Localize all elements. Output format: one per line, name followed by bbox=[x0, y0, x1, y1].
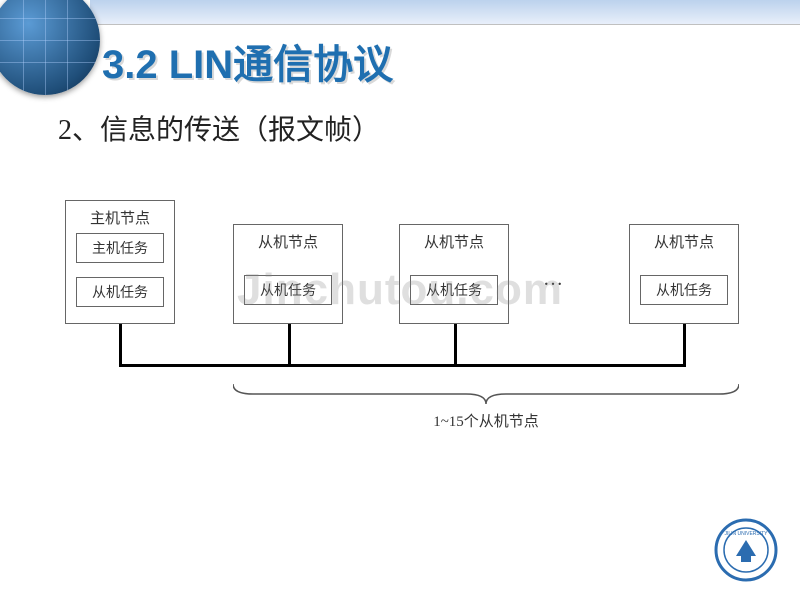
brace-label: 1~15个从机节点 bbox=[233, 410, 739, 431]
slave-task-box: 从机任务 bbox=[244, 275, 332, 305]
slave-node: 从机节点 从机任务 bbox=[399, 224, 509, 324]
slave-node: 从机节点 从机任务 bbox=[629, 224, 739, 324]
master-node: 主机节点 主机任务 从机任务 bbox=[65, 200, 175, 324]
bus-drop bbox=[119, 324, 122, 364]
slave-task-box: 从机任务 bbox=[410, 275, 498, 305]
ellipsis: … bbox=[543, 268, 563, 291]
slave-node: 从机节点 从机任务 bbox=[233, 224, 343, 324]
slave-node-title: 从机节点 bbox=[234, 231, 342, 252]
brace bbox=[233, 382, 739, 408]
slide-title: 3.2 LIN通信协议 bbox=[102, 32, 393, 90]
master-task-box: 主机任务 bbox=[76, 233, 164, 263]
bus-line bbox=[119, 364, 686, 367]
bus-drop bbox=[288, 324, 291, 364]
slave-node-title: 从机节点 bbox=[630, 231, 738, 252]
globe-decoration bbox=[0, 0, 100, 95]
slave-node-title: 从机节点 bbox=[400, 231, 508, 252]
top-bar bbox=[90, 0, 800, 25]
svg-text:JILIN UNIVERSITY: JILIN UNIVERSITY bbox=[724, 531, 768, 537]
bus-drop bbox=[454, 324, 457, 364]
slave-task-box: 从机任务 bbox=[640, 275, 728, 305]
master-node-title: 主机节点 bbox=[66, 207, 174, 228]
slide-subtitle: 2、信息的传送（报文帧） bbox=[58, 108, 380, 148]
master-slave-task-box: 从机任务 bbox=[76, 277, 164, 307]
lin-diagram: 主机节点 主机任务 从机任务 从机节点 从机任务 从机节点 从机任务 从机节点 … bbox=[55, 200, 745, 460]
bus-drop bbox=[683, 324, 686, 364]
university-logo: JILIN UNIVERSITY bbox=[714, 518, 778, 582]
